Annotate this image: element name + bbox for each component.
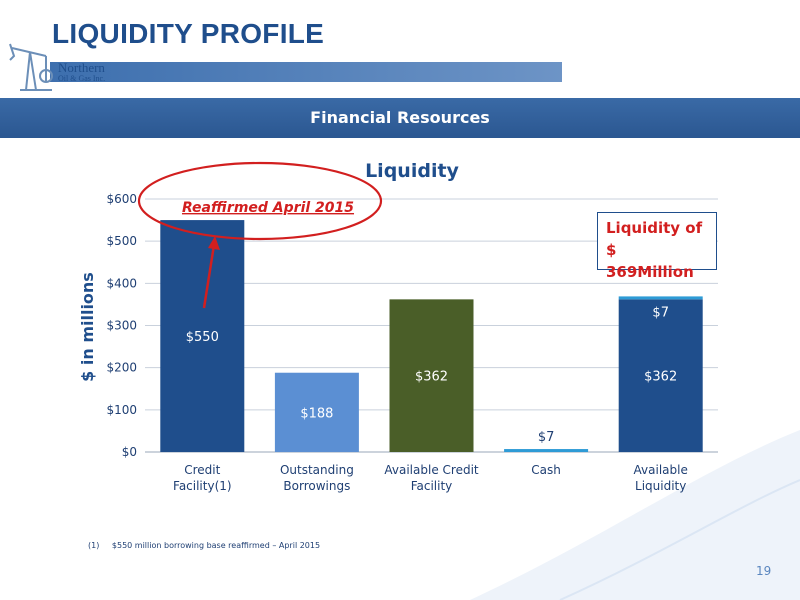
x-tick-label: Facility(1) [173, 479, 232, 493]
liquidity-callout: Liquidity of $ 369Million [597, 212, 717, 281]
callout-line2: $ 369Million [606, 241, 694, 281]
y-tick-label: $0 [122, 445, 137, 459]
chart-title: Liquidity [365, 160, 459, 182]
logo-subtitle: Oil & Gas Inc. [58, 74, 106, 83]
data-label: $362 [415, 370, 448, 385]
y-tick-label: $100 [106, 403, 137, 417]
bar [274, 372, 359, 452]
banner-title: Financial Resources [310, 108, 490, 127]
y-tick-label: $400 [106, 276, 137, 290]
y-tick-label: $600 [106, 192, 137, 206]
page-number: 19 [756, 564, 772, 578]
x-tick-label: Outstanding [280, 463, 354, 477]
pumpjack-logo-icon [9, 43, 53, 91]
footnote-number: (1) [88, 541, 100, 550]
data-label: $362 [644, 370, 677, 385]
callout-line1: Liquidity of [606, 219, 703, 237]
y-axis-label: $ in millions [78, 272, 97, 382]
page-title: LIQUIDITY PROFILE [52, 18, 325, 49]
x-tick-label: Liquidity [635, 479, 686, 493]
y-tick-label: $300 [106, 319, 137, 333]
data-label: $188 [300, 406, 333, 421]
section-banner [0, 98, 800, 138]
x-tick-label: Facility [411, 479, 453, 493]
bar [160, 220, 245, 452]
reaffirmed-label: Reaffirmed April 2015 [182, 200, 354, 216]
y-tick-label: $500 [106, 234, 137, 248]
bar [618, 296, 703, 300]
x-tick-label: Available [634, 463, 688, 477]
reaffirmed-arrow [202, 244, 216, 309]
y-tick-label: $200 [106, 361, 137, 375]
footnote-text: $550 million borrowing base reaffirmed –… [111, 541, 321, 550]
x-tick-label: Credit [184, 463, 220, 477]
title-rule [50, 62, 562, 82]
data-label: $7 [538, 430, 555, 445]
bar [504, 449, 589, 452]
bar [389, 299, 474, 452]
bar [618, 299, 703, 452]
logo-name: Northern [58, 60, 105, 75]
data-label: $7 [652, 305, 669, 320]
reaffirmed-circle [137, 161, 383, 241]
footnote: (1) $550 million borrowing base reaffirm… [88, 541, 320, 550]
x-tick-label: Cash [531, 463, 561, 477]
data-label: $550 [186, 330, 219, 345]
x-tick-label: Borrowings [283, 479, 350, 493]
x-tick-label: Available Credit [384, 463, 479, 477]
reaffirmed-arrowhead [208, 236, 220, 250]
